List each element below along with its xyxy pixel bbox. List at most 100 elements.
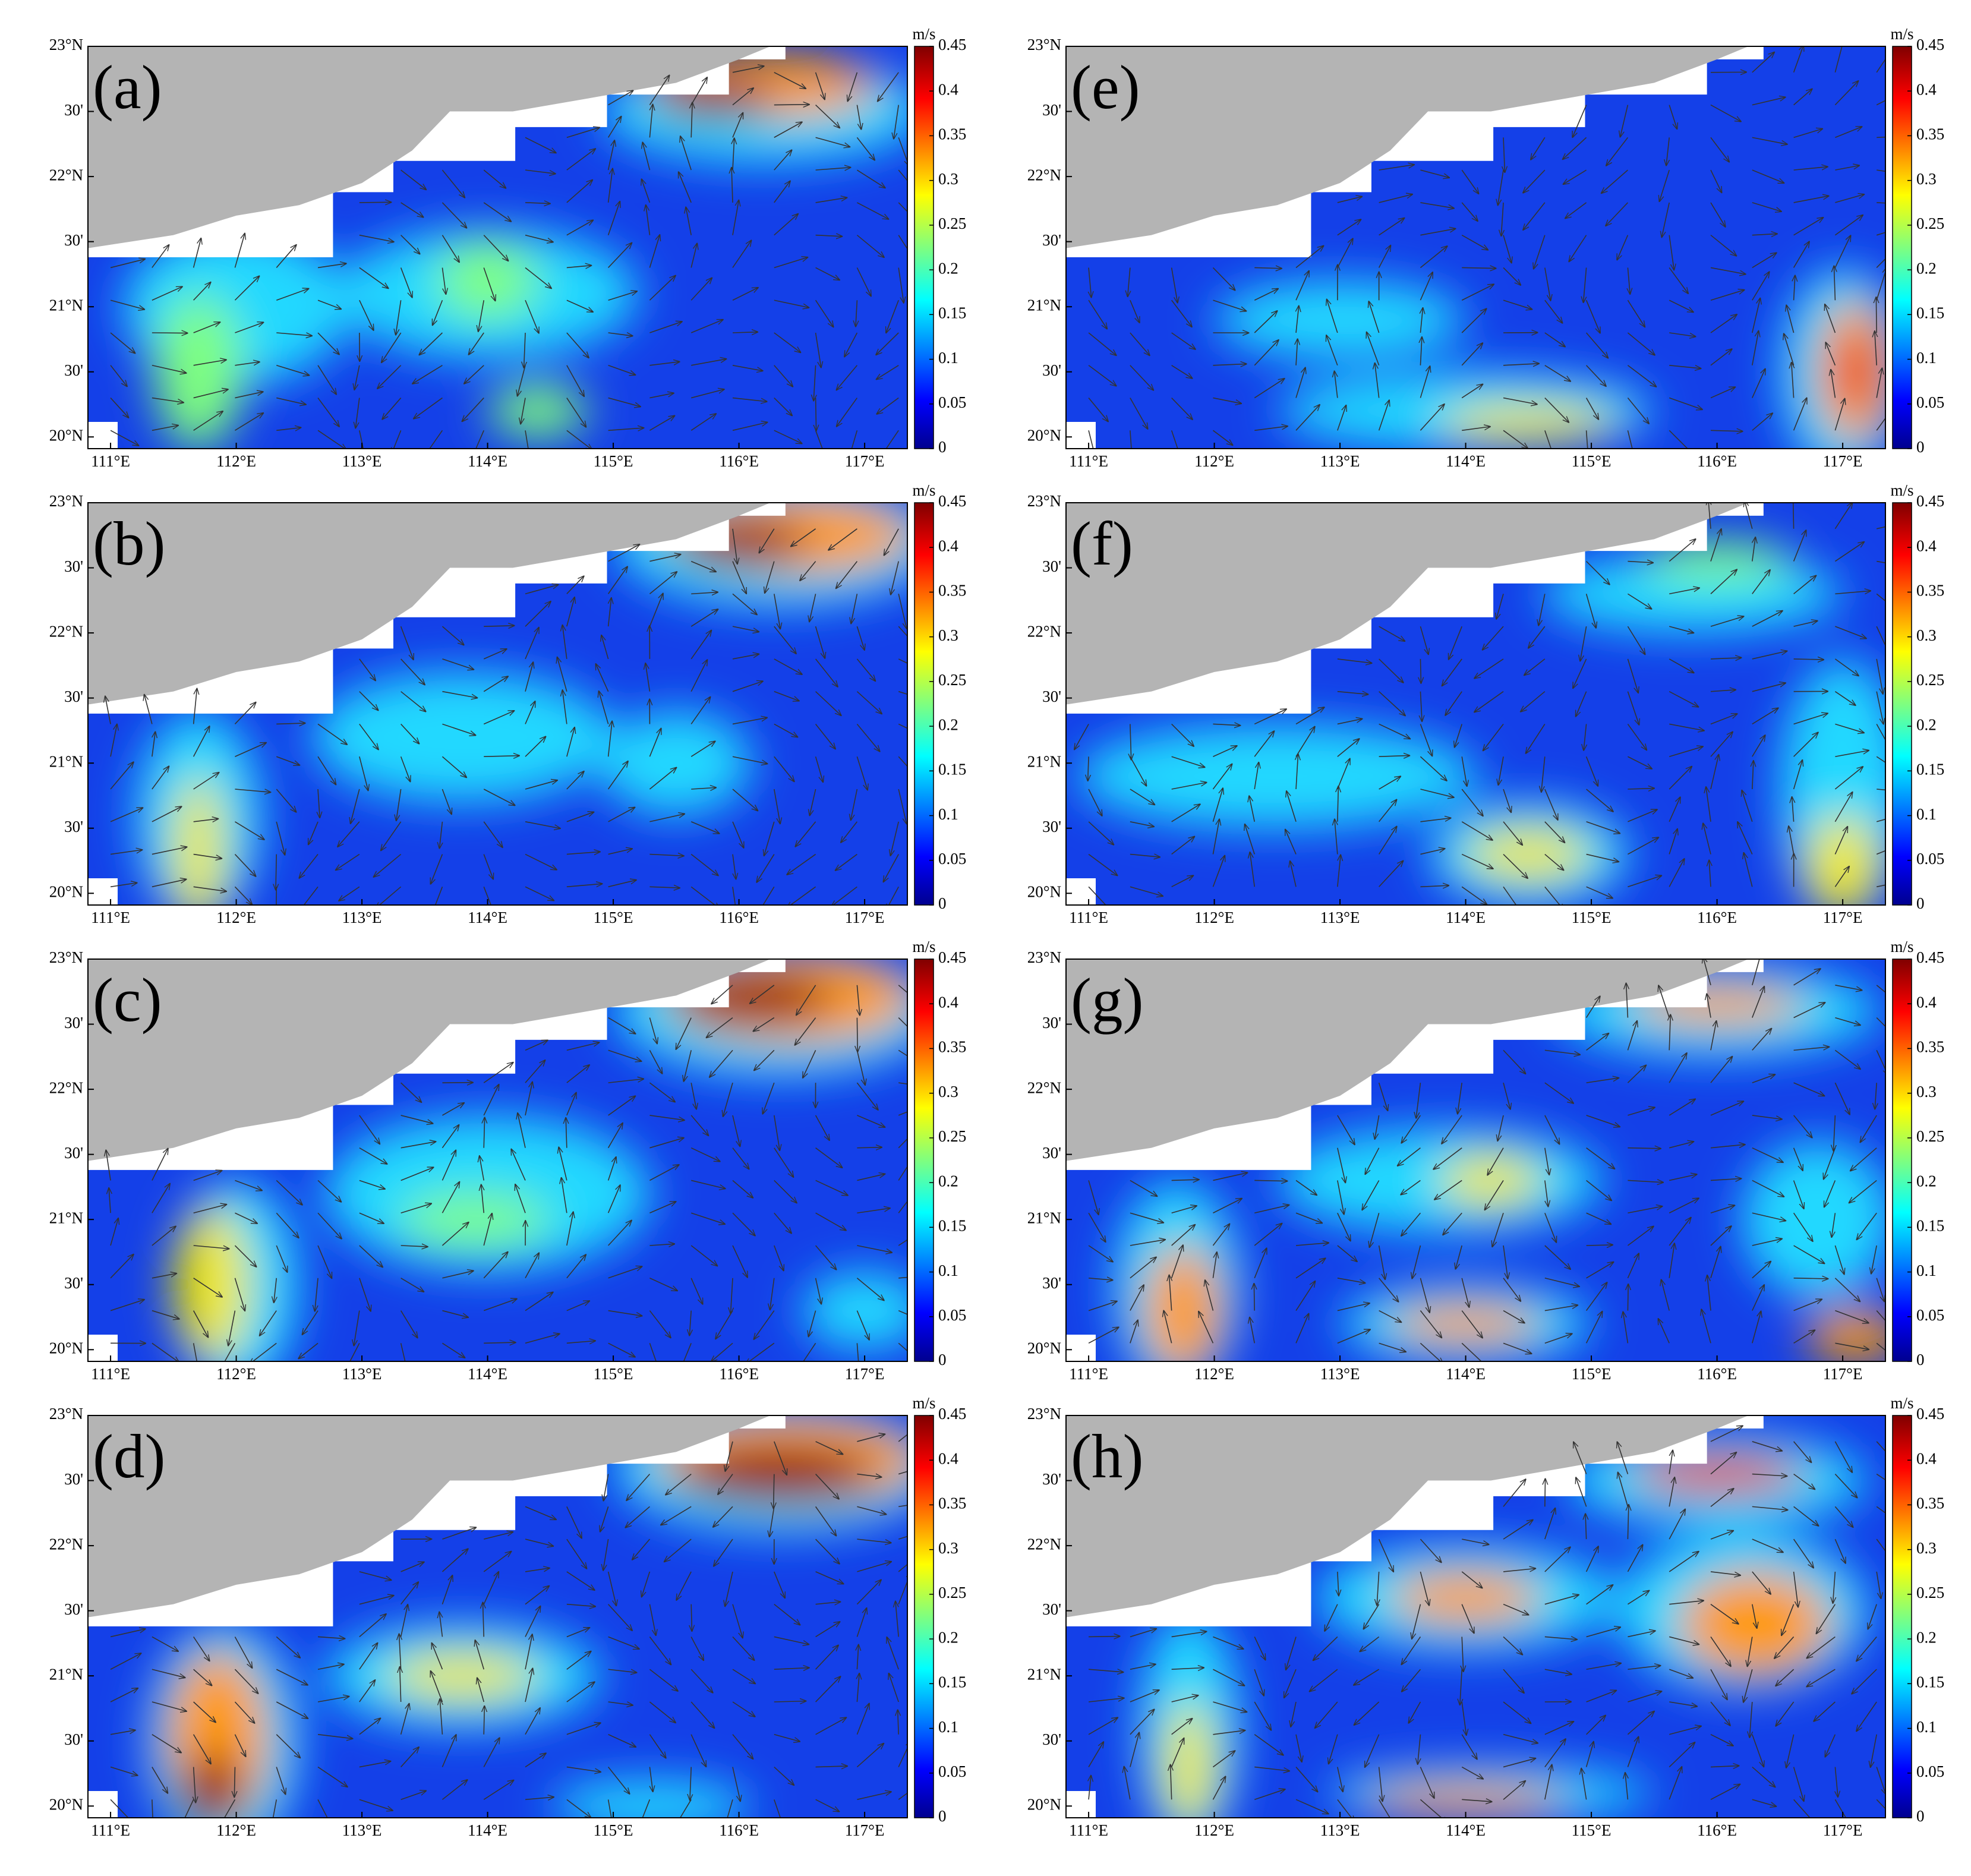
flow-arrow xyxy=(1834,81,1858,106)
flow-arrow xyxy=(1523,202,1546,230)
flow-arrow xyxy=(484,1532,513,1540)
flow-arrow xyxy=(518,1113,526,1148)
lon-tick-label: 115°E xyxy=(594,909,633,926)
flow-arrow xyxy=(1420,308,1423,333)
flow-arrow xyxy=(856,1608,866,1637)
flow-arrow xyxy=(841,821,858,843)
flow-arrow xyxy=(691,1604,692,1631)
flow-arrow xyxy=(1379,165,1414,171)
flow-arrow xyxy=(898,1138,907,1149)
lon-tick-label: 112°E xyxy=(216,1365,256,1383)
flow-arrow xyxy=(649,768,676,790)
flow-arrow xyxy=(440,821,443,849)
flow-arrow xyxy=(374,853,402,877)
flow-arrow xyxy=(1462,267,1496,268)
flow-arrow xyxy=(1586,365,1606,386)
flow-arrow xyxy=(234,854,256,876)
flow-arrow xyxy=(713,1506,733,1527)
lat-tick-label: 21°N xyxy=(49,1665,83,1683)
colorbar-tick-label: 0.25 xyxy=(1916,1127,1944,1145)
colorbar-tick-label: 0.05 xyxy=(1916,393,1944,411)
flow-arrow xyxy=(359,267,389,288)
flow-arrow xyxy=(608,1017,636,1034)
map-panel: 111°E 112°E 113°E 114°E 115°E 116°E 117°E 23°N 3… xyxy=(1027,481,1945,926)
flow-arrow xyxy=(1606,137,1629,165)
flow-arrow xyxy=(525,234,553,242)
field-blobs xyxy=(135,503,907,905)
speed-blob xyxy=(1214,280,1466,359)
flow-arrow xyxy=(566,149,595,171)
flow-arrow xyxy=(1601,169,1628,193)
colorbar-tick-label: 0.15 xyxy=(938,1673,966,1691)
flow-arrow xyxy=(1710,235,1736,256)
flow-arrow xyxy=(731,1278,733,1314)
lon-tick-label: 117°E xyxy=(1823,452,1863,470)
colorbar-tick-label: 0.2 xyxy=(1916,1628,1937,1646)
flow-arrow xyxy=(1213,299,1246,311)
flow-arrow xyxy=(642,1571,651,1597)
flow-arrow xyxy=(234,702,256,725)
colorbar-tick-label: 0.35 xyxy=(1916,1495,1944,1512)
flow-arrow xyxy=(110,850,142,855)
colorbar xyxy=(914,46,934,449)
lon-tick-label: 113°E xyxy=(1320,452,1360,470)
flow-arrow xyxy=(152,397,184,403)
flow-arrow xyxy=(110,762,134,790)
flow-arrow xyxy=(1835,127,1862,138)
colorbar-tick-label: 0.35 xyxy=(1916,1038,1944,1056)
flow-arrow xyxy=(483,1084,499,1116)
flow-arrow xyxy=(359,1799,393,1810)
colorbar-unit: m/s xyxy=(1890,25,1913,43)
lon-tick-label: 115°E xyxy=(594,452,633,470)
flow-arrow xyxy=(746,1342,775,1361)
flow-arrow xyxy=(1213,364,1246,365)
lon-tick-label: 117°E xyxy=(845,1365,885,1383)
flow-arrow xyxy=(483,676,508,692)
flow-arrow xyxy=(664,1538,692,1562)
speed-blob xyxy=(173,1206,249,1361)
flow-arrow xyxy=(432,1643,443,1670)
flow-arrow xyxy=(431,1671,443,1702)
flow-arrow xyxy=(566,430,592,449)
colorbar-unit: m/s xyxy=(912,481,935,499)
flow-arrow xyxy=(857,1174,885,1181)
flow-arrow xyxy=(349,1342,360,1361)
flow-arrow xyxy=(774,122,802,138)
flow-arrow xyxy=(1569,235,1587,261)
flow-arrow xyxy=(525,1669,532,1702)
flow-arrow xyxy=(608,397,641,407)
flow-arrow xyxy=(276,821,285,855)
flow-arrow xyxy=(815,299,834,327)
lon-tick-label: 113°E xyxy=(1320,1365,1360,1383)
speed-field xyxy=(1066,503,1885,905)
lat-tick-label: 20°N xyxy=(49,1339,83,1357)
flow-arrow xyxy=(1669,299,1694,312)
flow-arrow xyxy=(690,1669,712,1692)
lat-tick-label: 21°N xyxy=(1027,1209,1061,1227)
lon-tick-label: 116°E xyxy=(1697,909,1737,926)
lat-tick-label: 23°N xyxy=(49,36,83,53)
flow-arrow xyxy=(152,1799,153,1818)
flow-arrow xyxy=(608,1669,637,1672)
flow-arrow xyxy=(276,397,306,405)
flow-arrow xyxy=(317,723,347,744)
lon-tick-label: 112°E xyxy=(216,909,256,926)
flow-arrow xyxy=(898,1310,907,1315)
flow-arrow xyxy=(475,1640,485,1670)
flow-arrow xyxy=(727,1799,733,1818)
colorbar-tick-label: 0.3 xyxy=(938,1539,958,1557)
flow-arrow xyxy=(1254,340,1278,366)
flow-arrow xyxy=(732,1636,754,1660)
lon-tick-label: 115°E xyxy=(594,1365,633,1383)
flow-arrow xyxy=(400,626,414,660)
flow-arrow xyxy=(1295,246,1323,269)
flow-arrow xyxy=(317,365,336,395)
lat-tick-label: 30' xyxy=(1042,1014,1061,1032)
flow-arrow xyxy=(626,1506,650,1527)
flow-arrow xyxy=(525,821,560,828)
flow-arrow xyxy=(525,1538,553,1546)
flow-arrow xyxy=(441,169,465,197)
flow-arrow xyxy=(152,1149,168,1181)
flow-arrow xyxy=(224,1342,236,1361)
colorbar-tick-label: 0.3 xyxy=(938,170,958,188)
